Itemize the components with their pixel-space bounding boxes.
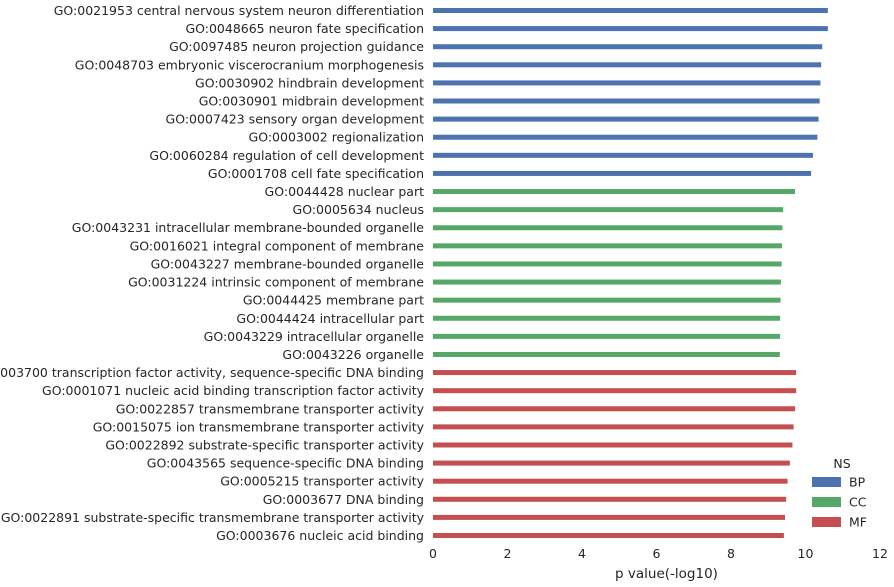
category-label-11: GO:0005634 nucleus [293,202,424,217]
category-label-2: GO:0097485 neuron projection guidance [169,39,424,54]
legend-swatch-bp [812,477,841,487]
bar-28 [433,514,786,520]
category-label-29: GO:0003676 nucleic acid binding [216,528,424,543]
x-axis-title: p value(-log10) [615,566,718,582]
legend-swatch-mf [812,517,841,527]
bar-24 [433,442,793,448]
legend-swatch-cc [812,497,841,507]
category-label-5: GO:0030901 midbrain development [199,94,424,109]
bar-7 [433,134,818,140]
category-label-27: GO:0003677 DNA binding [263,492,424,507]
category-label-20: GO:0003700 transcription factor activity… [0,365,424,380]
category-label-16: GO:0044425 membrane part [243,293,424,308]
category-label-8: GO:0060284 regulation of cell developmen… [149,148,424,163]
x-tick-label-5: 10 [798,546,814,561]
bar-26 [433,478,788,484]
bar-2 [433,44,823,50]
category-label-4: GO:0030902 hindbrain development [195,75,424,90]
bar-3 [433,62,822,68]
bar-5 [433,98,820,104]
legend: NS BP CC MF [812,456,867,530]
category-label-26: GO:0005215 transporter activity [220,474,424,489]
category-label-18: GO:0043229 intracellular organelle [204,329,425,344]
category-label-19: GO:0043226 organelle [282,347,424,362]
category-label-23: GO:0015075 ion transmembrane transporter… [93,419,425,434]
bar-19 [433,351,780,357]
bar-29 [433,533,784,538]
bar-13 [433,243,783,249]
bar-4 [433,80,821,86]
bar-10 [433,189,796,195]
category-label-17: GO:0044424 intracellular part [236,311,424,326]
category-label-12: GO:0043231 intracellular membrane-bounde… [72,220,425,235]
bar-17 [433,315,781,321]
bar-8 [433,152,813,158]
bar-21 [433,388,797,394]
bar-22 [433,406,796,412]
bar-9 [433,170,812,176]
category-label-14: GO:0043227 membrane-bounded organelle [151,256,425,271]
category-label-25: GO:0043565 sequence-specific DNA binding [147,456,424,471]
legend-label-mf: MF [849,515,867,530]
bar-6 [433,116,819,122]
bar-14 [433,261,782,267]
x-tick-label-1: 2 [504,546,512,561]
bar-18 [433,333,781,339]
category-label-0: GO:0021953 central nervous system neuron… [54,3,424,18]
bar-1 [433,26,828,32]
x-tick-label-6: 12 [872,546,888,561]
category-label-3: GO:0048703 embryonic viscerocranium morp… [75,57,424,72]
category-label-24: GO:0022892 substrate-specific transporte… [105,437,424,452]
bar-12 [433,225,783,231]
x-tick-label-4: 8 [727,546,735,561]
x-tick-label-3: 6 [653,546,661,561]
legend-label-cc: CC [849,495,867,510]
category-label-6: GO:0007423 sensory organ development [166,112,425,127]
bar-27 [433,496,787,502]
bars-group [433,8,828,538]
x-tick-label-0: 0 [429,546,437,561]
bar-25 [433,460,790,466]
category-label-10: GO:0044428 nuclear part [265,184,425,199]
bar-15 [433,279,781,285]
category-label-1: GO:0048665 neuron fate specification [185,21,424,36]
bar-0 [433,8,828,13]
bar-16 [433,297,781,303]
bar-20 [433,370,797,376]
legend-title: NS [833,456,850,471]
bar-11 [433,207,784,213]
bar-23 [433,424,794,430]
category-label-9: GO:0001708 cell fate specification [208,166,424,181]
category-label-21: GO:0001071 nucleic acid binding transcri… [42,383,425,398]
category-label-15: GO:0031224 intrinsic component of membra… [128,275,424,290]
x-tick-label-2: 4 [578,546,586,561]
category-labels: GO:0021953 central nervous system neuron… [0,3,425,543]
category-label-28: GO:0022891 substrate-specific transmembr… [1,510,425,525]
category-label-13: GO:0016021 integral component of membran… [130,238,425,253]
category-label-7: GO:0003002 regionalization [249,130,424,145]
category-label-22: GO:0022857 transmembrane transporter act… [116,401,425,416]
x-axis-ticks: 0 2 4 6 8 10 12 [429,546,888,561]
legend-label-bp: BP [849,475,866,490]
